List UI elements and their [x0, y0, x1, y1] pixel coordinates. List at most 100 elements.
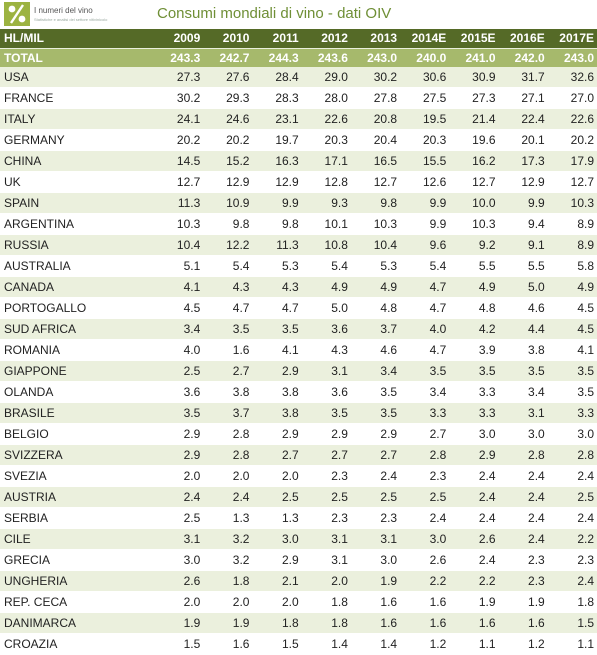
value-cell: 12.7	[154, 171, 204, 193]
country-name: SUD AFRICA	[0, 318, 155, 340]
total-row: TOTAL 243.3 242.7 244.3 243.6 243.0 240.…	[0, 48, 597, 67]
value-cell: 3.0	[547, 423, 597, 445]
value-cell: 19.5	[400, 108, 450, 130]
value-cell: 2.0	[203, 591, 253, 613]
value-cell: 4.7	[400, 339, 450, 361]
country-name: SPAIN	[0, 192, 155, 214]
value-cell: 17.9	[547, 150, 597, 172]
value-cell: 2.4	[498, 486, 548, 508]
table-row: SPAIN 11.3 10.9 9.9 9.3 9.8 9.9 10.0 9.9 10.3	[0, 192, 597, 214]
value-cell: 4.1	[547, 339, 597, 361]
value-cell: 20.1	[498, 129, 548, 151]
year-header: 2009	[154, 29, 204, 49]
value-cell: 5.8	[547, 255, 597, 277]
value-cell: 9.8	[252, 213, 302, 235]
value-cell: 2.4	[498, 528, 548, 550]
table-row: BRASILE 3.5 3.7 3.8 3.5 3.5 3.3 3.3 3.1 3.3	[0, 402, 597, 424]
value-cell: 2.4	[449, 507, 499, 529]
value-cell: 2.9	[252, 549, 302, 571]
value-cell: 22.6	[301, 108, 351, 130]
country-name: SVEZIA	[0, 465, 155, 487]
table-row: UK 12.7 12.9 12.9 12.8 12.7 12.6 12.7 12.9 12.7	[0, 171, 597, 193]
value-cell: 2.7	[252, 444, 302, 466]
value-cell: 4.7	[252, 297, 302, 319]
value-cell: 5.5	[498, 255, 548, 277]
table-row: SUD AFRICA 3.4 3.5 3.5 3.6 3.7 4.0 4.2 4.4 4.5	[0, 318, 597, 340]
value-cell: 2.3	[547, 549, 597, 571]
value-cell: 27.6	[203, 67, 253, 88]
value-cell: 20.3	[301, 129, 351, 151]
year-header: 2016E	[498, 29, 548, 49]
value-cell: 4.3	[252, 276, 302, 298]
value-cell: 1.1	[547, 633, 597, 655]
value-cell: 2.7	[400, 423, 450, 445]
value-cell: 3.1	[498, 402, 548, 424]
value-cell: 22.4	[498, 108, 548, 130]
value-cell: 1.8	[547, 591, 597, 613]
year-header: 2017E	[547, 29, 597, 49]
value-cell: 3.3	[547, 402, 597, 424]
value-cell: 5.3	[252, 255, 302, 277]
value-cell: 32.6	[547, 67, 597, 88]
value-cell: 1.8	[203, 570, 253, 592]
value-cell: 19.6	[449, 129, 499, 151]
value-cell: 27.1	[498, 87, 548, 109]
value-cell: 9.8	[203, 213, 253, 235]
value-cell: 2.2	[449, 570, 499, 592]
table-row: BELGIO 2.9 2.8 2.9 2.9 2.9 2.7 3.0 3.0 3.0	[0, 423, 597, 445]
value-cell: 2.8	[547, 444, 597, 466]
value-cell: 3.8	[498, 339, 548, 361]
country-name: ITALY	[0, 108, 155, 130]
value-cell: 9.9	[252, 192, 302, 214]
value-cell: 16.3	[252, 150, 302, 172]
value-cell: 1.1	[449, 633, 499, 655]
value-cell: 31.7	[498, 67, 548, 88]
value-cell: 12.7	[547, 171, 597, 193]
value-cell: 3.0	[400, 528, 450, 550]
value-cell: 3.5	[350, 402, 401, 424]
value-cell: 2.9	[154, 444, 204, 466]
value-cell: 1.6	[350, 591, 401, 613]
value-cell: 2.8	[203, 423, 253, 445]
value-cell: 20.4	[350, 129, 401, 151]
value-cell: 12.9	[203, 171, 253, 193]
country-name: DANIMARCA	[0, 612, 155, 634]
value-cell: 2.3	[301, 465, 351, 487]
total-cell: 243.6	[301, 48, 351, 67]
table-row: CANADA 4.1 4.3 4.3 4.9 4.9 4.7 4.9 5.0 4.9	[0, 276, 597, 298]
value-cell: 20.2	[547, 129, 597, 151]
value-cell: 30.9	[449, 67, 499, 88]
country-name: SERBIA	[0, 507, 155, 529]
total-cell: 244.3	[252, 48, 302, 67]
value-cell: 4.0	[154, 339, 204, 361]
value-cell: 20.2	[203, 129, 253, 151]
value-cell: 1.9	[350, 570, 401, 592]
page-title: Consumi mondiali di vino - dati OIV	[157, 5, 392, 22]
year-header: 2010	[203, 29, 253, 49]
country-name: CROAZIA	[0, 633, 155, 655]
value-cell: 1.6	[350, 612, 401, 634]
value-cell: 30.2	[350, 67, 401, 88]
table-row: FRANCE 30.2 29.3 28.3 28.0 27.8 27.5 27.3 27.1 27…	[0, 87, 597, 109]
value-cell: 2.6	[449, 528, 499, 550]
value-cell: 3.3	[449, 402, 499, 424]
total-cell: 241.0	[449, 48, 499, 67]
value-cell: 1.5	[547, 612, 597, 634]
value-cell: 14.5	[154, 150, 204, 172]
value-cell: 5.1	[154, 255, 204, 277]
value-cell: 2.0	[252, 465, 302, 487]
value-cell: 3.5	[498, 360, 548, 382]
value-cell: 20.2	[154, 129, 204, 151]
value-cell: 12.7	[350, 171, 401, 193]
value-cell: 9.9	[400, 192, 450, 214]
value-cell: 3.1	[350, 528, 401, 550]
value-cell: 23.1	[252, 108, 302, 130]
value-cell: 1.8	[301, 591, 351, 613]
value-cell: 2.9	[154, 423, 204, 445]
value-cell: 11.3	[252, 234, 302, 256]
value-cell: 2.3	[400, 465, 450, 487]
table-body: USA 27.3 27.6 28.4 29.0 30.2 30.6 30.9 31.7 32.6 F…	[0, 67, 597, 655]
country-name: RUSSIA	[0, 234, 155, 256]
value-cell: 3.6	[301, 381, 351, 403]
value-cell: 2.0	[154, 591, 204, 613]
